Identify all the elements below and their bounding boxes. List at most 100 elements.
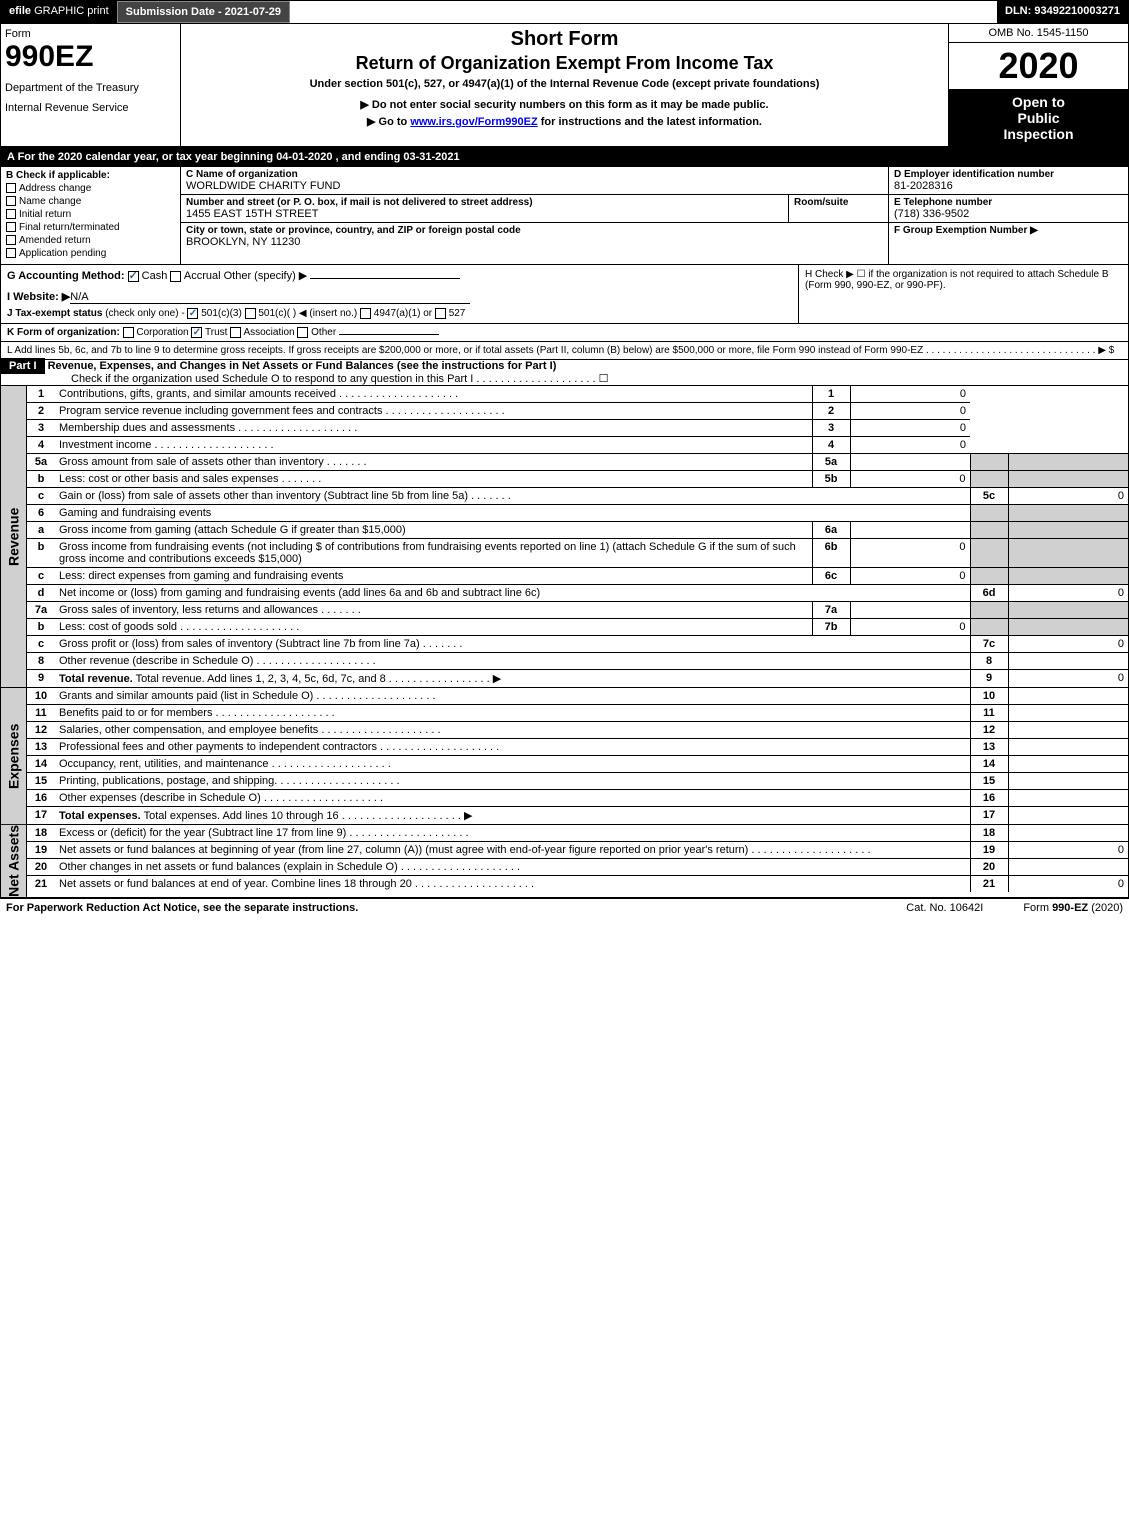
open3: Inspection — [953, 126, 1124, 142]
k-o2: Trust — [205, 327, 227, 338]
l16-desc: Other expenses (describe in Schedule O) — [59, 792, 383, 804]
l13-desc: Professional fees and other payments to … — [59, 741, 499, 753]
l7c-val: 0 — [1008, 636, 1128, 653]
expenses-section: Expenses 10Grants and similar amounts pa… — [0, 688, 1129, 825]
short-form-title: Short Form — [187, 28, 942, 51]
i-label: I Website: ▶ — [7, 291, 70, 303]
expenses-side-label: Expenses — [1, 688, 27, 824]
cash-checkbox[interactable] — [128, 271, 139, 282]
l5c-val: 0 — [1008, 488, 1128, 505]
expenses-table: 10Grants and similar amounts paid (list … — [27, 688, 1128, 824]
g-other: Other (specify) ▶ — [224, 270, 308, 282]
4947-checkbox[interactable] — [360, 308, 371, 319]
assoc-checkbox[interactable] — [230, 327, 241, 338]
checkbox-icon — [6, 209, 16, 219]
efile-print-button[interactable]: efile GRAPHIC print — [1, 1, 117, 23]
l9-val: 0 — [1008, 670, 1128, 688]
tax-year: 2020 — [949, 43, 1128, 90]
f-head: F Group Exemption Number ▶ — [894, 225, 1123, 236]
l7a-desc: Gross sales of inventory, less returns a… — [59, 604, 361, 616]
header-middle: Short Form Return of Organization Exempt… — [181, 24, 948, 146]
header-left: Form 990EZ Department of the Treasury In… — [1, 24, 181, 146]
form-word: Form — [5, 28, 176, 40]
l11-desc: Benefits paid to or for members — [59, 707, 335, 719]
website-value: N/A — [70, 291, 470, 304]
form-number: 990EZ — [5, 40, 176, 74]
cb-name-change[interactable]: Name change — [6, 196, 175, 207]
h-box: H Check ▶ ☐ if the organization is not r… — [798, 265, 1128, 323]
checkbox-icon — [6, 248, 16, 258]
other-org-input[interactable] — [339, 334, 439, 335]
l5a-desc: Gross amount from sale of assets other t… — [59, 456, 367, 468]
501c3-checkbox[interactable] — [187, 308, 198, 319]
l5b-desc: Less: cost or other basis and sales expe… — [59, 473, 321, 485]
row-k: K Form of organization: Corporation Trus… — [0, 324, 1129, 342]
e-head: E Telephone number — [894, 197, 1123, 208]
l7b-desc: Less: cost of goods sold — [59, 621, 299, 633]
l2-desc: Program service revenue including govern… — [59, 405, 505, 417]
cb-initial-return[interactable]: Initial return — [6, 209, 175, 220]
527-checkbox[interactable] — [435, 308, 446, 319]
l21-val: 0 — [1008, 876, 1128, 893]
checkbox-icon — [6, 235, 16, 245]
accrual-checkbox[interactable] — [170, 271, 181, 282]
trust-checkbox[interactable] — [191, 327, 202, 338]
l15-desc: Printing, publications, postage, and shi… — [59, 775, 400, 787]
goto-post: for instructions and the latest informat… — [538, 116, 762, 128]
j-o2: 501(c)( ) ◀ (insert no.) — [258, 308, 357, 319]
l5c-desc: Gain or (loss) from sale of assets other… — [59, 490, 511, 502]
section-def: D Employer identification number 81-2028… — [888, 167, 1128, 264]
c-city-head: City or town, state or province, country… — [186, 225, 883, 236]
j-o4: 527 — [449, 308, 466, 319]
cb-application-pending[interactable]: Application pending — [6, 248, 175, 259]
omb-number: OMB No. 1545-1150 — [949, 24, 1128, 43]
open-to-public: Open to Public Inspection — [949, 90, 1128, 146]
l20-desc: Other changes in net assets or fund bala… — [59, 861, 520, 873]
l6b-desc: Gross income from fundraising events (no… — [55, 539, 812, 568]
open2: Public — [953, 110, 1124, 126]
ssn-notice: ▶ Do not enter social security numbers o… — [187, 98, 942, 111]
g-left: G Accounting Method: Cash Accrual Other … — [1, 265, 798, 323]
cb-address-change[interactable]: Address change — [6, 183, 175, 194]
501c-checkbox[interactable] — [245, 308, 256, 319]
org-address: 1455 EAST 15TH STREET — [186, 208, 788, 220]
submission-date-button[interactable]: Submission Date - 2021-07-29 — [117, 1, 290, 23]
l5b-val: 0 — [850, 471, 970, 488]
other-input[interactable] — [310, 278, 460, 279]
cb-final-return[interactable]: Final return/terminated — [6, 222, 175, 233]
l6d-desc: Net income or (loss) from gaming and fun… — [55, 585, 970, 602]
corp-checkbox[interactable] — [123, 327, 134, 338]
c-addr-box: Number and street (or P. O. box, if mail… — [181, 195, 888, 223]
c-name-head: C Name of organization — [186, 169, 883, 180]
g-label: G Accounting Method: — [7, 270, 125, 282]
efile-bold: efile — [9, 5, 31, 17]
dln-label: DLN: 93492210003271 — [997, 1, 1128, 23]
k-label: K Form of organization: — [7, 327, 120, 338]
room-head: Room/suite — [794, 197, 883, 208]
l6a-desc: Gross income from gaming (attach Schedul… — [55, 522, 812, 539]
other-org-checkbox[interactable] — [297, 327, 308, 338]
l6-desc: Gaming and fundraising events — [55, 505, 970, 522]
k-o1: Corporation — [136, 327, 188, 338]
l12-desc: Salaries, other compensation, and employ… — [59, 724, 441, 736]
checkbox-icon — [6, 222, 16, 232]
part1-badge: Part I — [1, 358, 45, 374]
j-o1: 501(c)(3) — [201, 308, 242, 319]
l1-desc: Contributions, gifts, grants, and simila… — [59, 388, 458, 400]
irs-link[interactable]: www.irs.gov/Form990EZ — [410, 116, 537, 128]
paperwork-notice: For Paperwork Reduction Act Notice, see … — [6, 902, 358, 914]
efile-rest: GRAPHIC print — [31, 5, 109, 17]
l19-desc: Net assets or fund balances at beginning… — [59, 844, 871, 856]
l1-val: 0 — [850, 386, 970, 403]
l21-desc: Net assets or fund balances at end of ye… — [59, 878, 534, 890]
return-title: Return of Organization Exempt From Incom… — [187, 53, 942, 74]
l3-desc: Membership dues and assessments — [59, 422, 357, 434]
k-o3: Association — [243, 327, 294, 338]
k-o4: Other — [311, 327, 336, 338]
part1-check: Check if the organization used Schedule … — [1, 372, 1128, 385]
form-no-footer: Form 990-EZ (2020) — [1023, 902, 1123, 914]
l6b-val: 0 — [850, 539, 970, 568]
l19-val: 0 — [1008, 842, 1128, 859]
org-city: BROOKLYN, NY 11230 — [186, 236, 883, 248]
cb-amended-return[interactable]: Amended return — [6, 235, 175, 246]
